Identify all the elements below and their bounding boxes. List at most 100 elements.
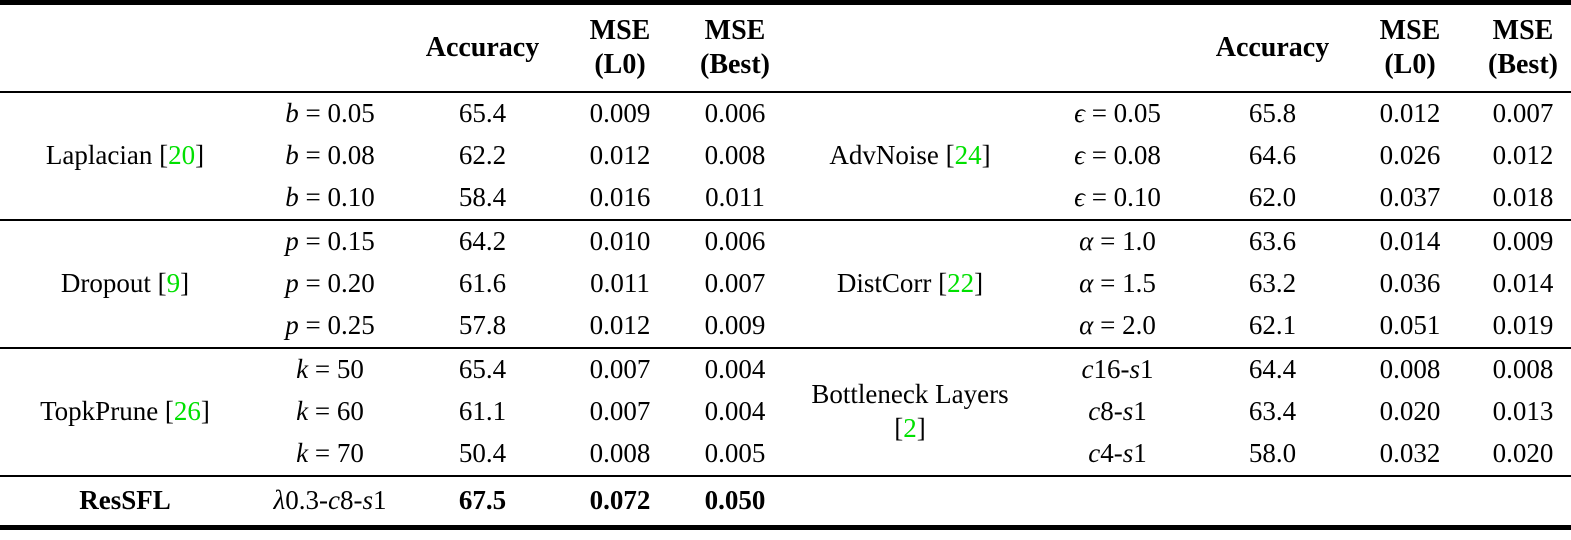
mse-best-cell: 0.009 (704, 310, 766, 341)
mse-l0-cell: 0.012 (589, 310, 651, 341)
mse-l0-cell: 0.010 (589, 226, 651, 257)
mse-l0-cell: 0.008 (1379, 354, 1441, 385)
param-cell: c4-s1 (1088, 438, 1147, 469)
mse-l0-cell: 0.012 (589, 140, 651, 171)
accuracy-cell: 63.6 (1248, 226, 1297, 257)
citation-link[interactable]: 22 (947, 268, 975, 299)
accuracy-cell: 62.2 (458, 140, 507, 171)
col-header-accuracy-right: Accuracy (1200, 3, 1345, 93)
empty-cell (785, 476, 1571, 528)
col-header-mse-best-left: MSE (Best) (685, 3, 785, 93)
mse-l0-cell: 0.051 (1379, 310, 1441, 341)
mse-l0-cell: 0.036 (1379, 268, 1441, 299)
col-header-accuracy-left: Accuracy (410, 3, 555, 93)
mse-best-line2: (Best) (700, 49, 770, 80)
param-cell: λ0.3-c8-s1 (273, 485, 387, 516)
param-cell: α = 2.0 (1079, 310, 1156, 341)
method-cell-advnoise: AdvNoise [24] (829, 140, 991, 171)
accuracy-cell: 67.5 (458, 485, 507, 516)
table-row: b = 0.10 58.4 0.016 0.011 ϵ = 0.10 62.0 … (0, 177, 1571, 220)
citation-link[interactable]: 24 (954, 140, 982, 171)
param-cell: c8-s1 (1088, 396, 1147, 427)
mse-best-cell: 0.020 (1492, 438, 1554, 469)
method-cell-ressfl: ResSFL (79, 485, 171, 516)
mse-best-cell: 0.050 (704, 485, 766, 516)
param-cell: b = 0.08 (285, 140, 375, 171)
col-header-mse-l0-left: MSE (L0) (555, 3, 685, 93)
table-row: k = 70 50.4 0.008 0.005 c4-s1 58.0 0.032… (0, 433, 1571, 476)
mse-l0-line1: MSE (589, 15, 651, 47)
accuracy-cell: 64.6 (1248, 140, 1297, 171)
mse-l0-cell: 0.016 (589, 182, 651, 213)
mse-best-line1: MSE (704, 15, 766, 47)
accuracy-cell: 62.0 (1248, 182, 1297, 213)
mse-l0-line1: MSE (1379, 15, 1441, 47)
mse-best-line2: (Best) (1488, 49, 1558, 80)
param-cell: b = 0.05 (285, 98, 375, 129)
param-cell: k = 60 (296, 396, 364, 427)
mse-l0-cell: 0.037 (1379, 182, 1441, 213)
mse-l0-cell: 0.014 (1379, 226, 1441, 257)
accuracy-cell: 65.4 (458, 354, 507, 385)
accuracy-cell: 63.4 (1248, 396, 1297, 427)
table-row: b = 0.08 62.2 0.012 0.008 ϵ = 0.08 64.6 … (0, 135, 1571, 177)
mse-best-cell: 0.014 (1492, 268, 1554, 299)
mse-best-cell: 0.004 (704, 396, 766, 427)
accuracy-cell: 64.2 (458, 226, 507, 257)
mse-best-cell: 0.006 (704, 98, 766, 129)
mse-l0-cell: 0.012 (1379, 98, 1441, 129)
citation-link[interactable]: 26 (173, 396, 201, 427)
mse-best-cell: 0.005 (704, 438, 766, 469)
param-cell: p = 0.20 (285, 268, 375, 299)
mse-l0-cell: 0.072 (589, 485, 651, 516)
mse-l0-cell: 0.009 (589, 98, 651, 129)
accuracy-label: Accuracy (1215, 32, 1330, 64)
method-cell-distcorr: DistCorr [22] (836, 268, 984, 299)
accuracy-cell: 57.8 (458, 310, 507, 341)
accuracy-cell: 58.4 (458, 182, 507, 213)
mse-l0-cell: 0.008 (589, 438, 651, 469)
param-cell: α = 1.0 (1079, 226, 1156, 257)
mse-best-cell: 0.007 (704, 268, 766, 299)
block-topkprune-bottleneck: TopkPrune [26] k = 50 65.4 0.007 0.004 B… (0, 348, 1571, 476)
block-dropout-distcorr: Dropout [9] p = 0.15 64.2 0.010 0.006 Di… (0, 220, 1571, 348)
mse-best-cell: 0.012 (1492, 140, 1554, 171)
table-header: Accuracy MSE (L0) MSE (Best) Accuracy MS… (0, 3, 1571, 93)
mse-best-cell: 0.019 (1492, 310, 1554, 341)
method-cell-laplacian: Laplacian [20] (45, 140, 205, 171)
param-cell: α = 1.5 (1079, 268, 1156, 299)
col-header-mse-l0-right: MSE (L0) (1345, 3, 1475, 93)
header-blank-right (785, 3, 1200, 93)
method-cell-topkprune: TopkPrune [26] (40, 396, 210, 427)
citation-link[interactable]: 2 (903, 413, 917, 443)
citation-link[interactable]: 9 (166, 268, 181, 299)
block-laplacian-advnoise: Laplacian [20] b = 0.05 65.4 0.009 0.006… (0, 92, 1571, 220)
accuracy-cell: 61.1 (458, 396, 507, 427)
param-cell: ϵ = 0.05 (1074, 98, 1161, 129)
table-row: ResSFL λ0.3-c8-s1 67.5 0.072 0.050 (0, 476, 1571, 528)
param-cell: ϵ = 0.10 (1074, 182, 1161, 213)
param-cell: ϵ = 0.08 (1074, 140, 1161, 171)
param-cell: k = 50 (296, 354, 364, 385)
citation-link[interactable]: 20 (168, 140, 196, 171)
mse-best-cell: 0.008 (704, 140, 766, 171)
table-row: p = 0.20 61.6 0.011 0.007 α = 1.5 63.2 0… (0, 263, 1571, 305)
mse-l0-line2: (L0) (1384, 49, 1436, 80)
accuracy-cell: 64.4 (1248, 354, 1297, 385)
accuracy-cell: 58.0 (1248, 438, 1297, 469)
accuracy-cell: 63.2 (1248, 268, 1297, 299)
mse-best-cell: 0.009 (1492, 226, 1554, 257)
accuracy-cell: 61.6 (458, 268, 507, 299)
param-cell: p = 0.15 (285, 226, 375, 257)
param-cell: p = 0.25 (285, 310, 375, 341)
param-cell: k = 70 (296, 438, 364, 469)
mse-l0-cell: 0.026 (1379, 140, 1441, 171)
accuracy-cell: 65.8 (1248, 98, 1297, 129)
mse-l0-cell: 0.007 (589, 396, 651, 427)
method-cell-bottleneck: Bottleneck Layers [2] (811, 379, 1009, 443)
accuracy-cell: 62.1 (1248, 310, 1297, 341)
header-blank-left (0, 3, 410, 93)
table-row: Laplacian [20] b = 0.05 65.4 0.009 0.006… (0, 92, 1571, 170)
table-row: p = 0.25 57.8 0.012 0.009 α = 2.0 62.1 0… (0, 305, 1571, 348)
